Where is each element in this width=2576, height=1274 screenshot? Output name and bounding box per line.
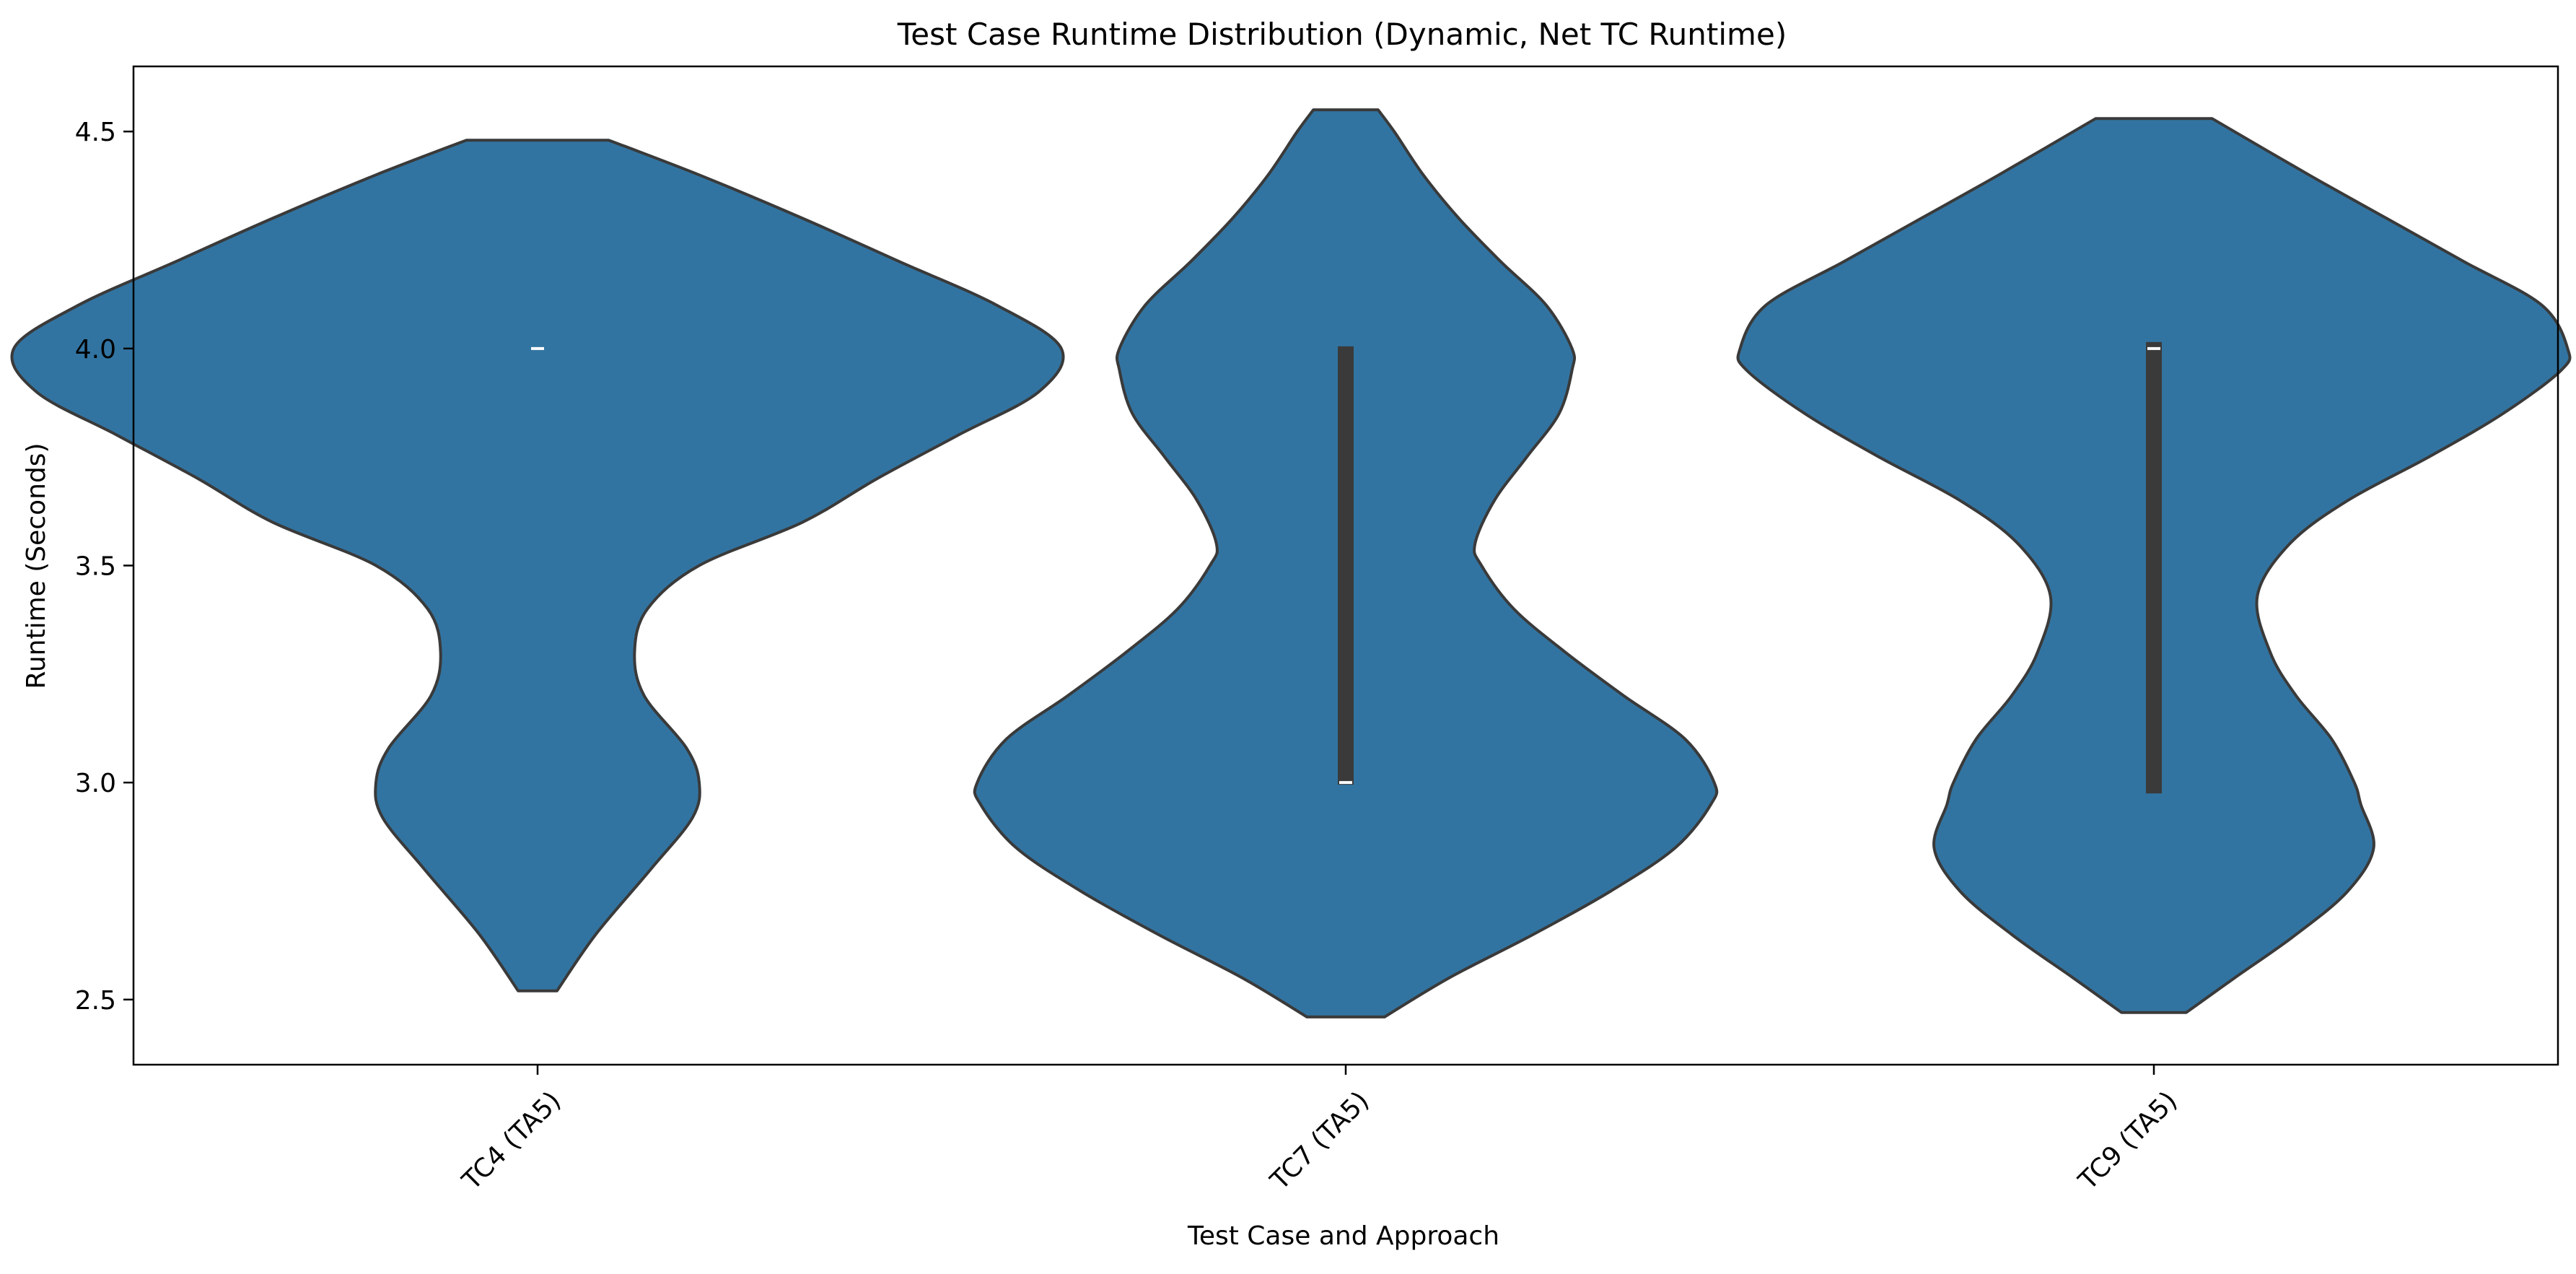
x-tick-label: TC4 (TA5) (457, 1086, 567, 1196)
plot-area (10, 108, 2572, 1018)
x-axis-label: Test Case and Approach (1187, 1221, 1499, 1251)
x-tick-label: TC9 (TA5) (2073, 1086, 2183, 1196)
y-tick-label: 2.5 (75, 986, 116, 1016)
x-axis: TC4 (TA5) TC7 (TA5) TC9 (TA5) (457, 1065, 2183, 1196)
y-tick-label: 3.0 (75, 769, 116, 798)
violin-body (10, 139, 1065, 992)
violin-iqr-box (1338, 346, 1354, 785)
y-axis: 2.5 3.0 3.5 4.0 4.5 (75, 118, 133, 1016)
chart-title: Test Case Runtime Distribution (Dynamic,… (897, 17, 1787, 52)
y-tick-label: 4.5 (75, 118, 116, 147)
y-tick-label: 4.0 (75, 335, 116, 365)
x-tick-label: TC7 (TA5) (1265, 1086, 1375, 1196)
violin-iqr-box (2146, 341, 2162, 794)
y-tick-label: 3.5 (75, 552, 116, 582)
y-axis-label: Runtime (Seconds) (22, 442, 51, 689)
